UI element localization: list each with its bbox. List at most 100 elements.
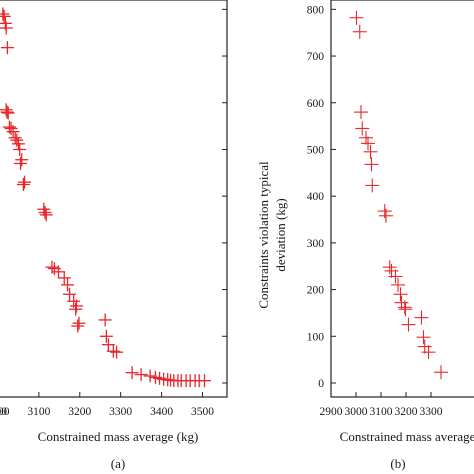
y-tick-label: 500 [307, 144, 325, 156]
data-point-plus [434, 365, 448, 380]
data-point-plus [16, 177, 30, 191]
data-point-plus [143, 369, 157, 383]
data-point-plus [38, 206, 52, 220]
data-point-plus [13, 156, 27, 170]
data-point-plus [101, 338, 115, 352]
data-point-plus [6, 125, 20, 139]
panel-b-y-tick-labels: 0 100 200 300 400 500 600 700 800 [307, 4, 325, 390]
data-point-plus [397, 300, 412, 315]
data-point-plus [134, 368, 148, 382]
panel-b-y-axis-title-line-1: Constraints violation typical [256, 161, 271, 309]
data-point-plus [198, 374, 212, 388]
data-point-plus [98, 313, 112, 327]
data-point-plus [0, 103, 13, 117]
y-tick-label: 100 [307, 331, 325, 343]
panel-a: 3000 3100 3200 3300 3400 3500 00 Constrained m… [0, 0, 228, 471]
data-point-plus [18, 175, 32, 189]
panel-b-plot-frame [330, 0, 474, 398]
data-point-plus [355, 121, 370, 136]
data-point-plus [0, 105, 14, 119]
data-point-plus [69, 302, 83, 316]
panel-b-points [349, 10, 448, 380]
data-point-plus [0, 9, 11, 23]
data-point-plus [359, 130, 373, 145]
data-point-plus [61, 278, 75, 292]
data-point-plus [106, 344, 120, 358]
panel-a-label: (a) [111, 456, 125, 471]
data-point-plus [39, 208, 53, 222]
data-point-plus [393, 287, 408, 302]
data-point-plus [8, 131, 22, 145]
data-point-plus [384, 263, 399, 278]
panel-b-label: (b) [390, 456, 405, 471]
panel-b-x-axis-title: Constrained mass average (kg) [340, 429, 474, 444]
data-point-plus [382, 260, 397, 275]
panel-a-x-axis-title: Constrained mass average (kg) [38, 429, 199, 444]
data-point-plus [349, 10, 364, 25]
x-tick-label-clipped: 00 [0, 406, 7, 418]
data-point-plus [0, 7, 10, 21]
data-point-plus [57, 271, 71, 285]
data-point-plus [63, 287, 77, 301]
data-point-plus [0, 21, 13, 35]
data-point-plus [37, 202, 51, 216]
data-point-plus [4, 121, 18, 135]
data-point-plus [70, 299, 84, 313]
data-point-plus [99, 329, 113, 343]
data-point-plus [354, 105, 368, 120]
data-point-plus [416, 330, 431, 345]
x-tick-label: 3100 [370, 406, 393, 418]
panel-b: 2900 3000 3100 3200 3300 0 100 200 300 400 500 600… [256, 0, 474, 471]
x-tick-label: 3300 [109, 406, 132, 418]
data-point-plus [361, 136, 375, 151]
data-point-plus [401, 317, 416, 332]
y-tick-label: 0 [318, 378, 324, 390]
panel-a-plot-frame [0, 0, 228, 398]
x-tick-label: 3500 [191, 406, 214, 418]
panel-a-ticks [38, 8, 227, 397]
x-tick-label: 3000 [0, 406, 10, 418]
panel-a-x-tick-labels: 3000 3100 3200 3300 3400 3500 00 [0, 406, 214, 418]
x-tick-label: 3400 [150, 406, 173, 418]
y-tick-label: 400 [307, 191, 325, 203]
data-point-plus [71, 319, 85, 333]
data-point-plus [10, 133, 24, 147]
data-point-plus [110, 345, 124, 359]
data-point-plus [391, 277, 405, 292]
x-tick-label: 3300 [420, 406, 443, 418]
data-point-plus [379, 208, 393, 223]
y-tick-label: 300 [307, 238, 325, 250]
y-tick-label: 700 [307, 51, 325, 63]
data-point-plus [0, 41, 14, 55]
panel-b-x-tick-labels: 2900 3000 3100 3200 3300 [320, 406, 443, 418]
panel-b-y-axis-title: Constraints violation typical deviation … [256, 161, 288, 309]
data-point-plus [363, 144, 378, 159]
data-point-plus [417, 339, 432, 354]
data-point-plus [15, 153, 29, 167]
data-point-plus [72, 316, 86, 330]
y-tick-label: 200 [307, 285, 325, 297]
data-point-plus [398, 302, 413, 317]
data-point-plus [11, 137, 25, 151]
data-point-plus [414, 310, 429, 325]
x-tick-label: 3100 [27, 406, 50, 418]
y-tick-label: 600 [307, 98, 325, 110]
panel-b-y-axis-title-line-2: deviation (kg) [273, 198, 288, 271]
data-point-plus [352, 24, 367, 39]
x-tick-label: 3200 [395, 406, 418, 418]
data-point-plus [13, 142, 27, 156]
y-tick-label: 800 [307, 4, 325, 16]
data-point-plus [1, 106, 15, 120]
data-point-plus [52, 265, 66, 279]
x-tick-label: 3000 [345, 406, 368, 418]
x-tick-label: 2900 [320, 406, 343, 418]
panel-b-ticks [330, 8, 432, 397]
panel-a-points [0, 7, 212, 388]
x-tick-label: 3200 [68, 406, 91, 418]
data-point-plus [421, 345, 436, 360]
data-point-plus [364, 157, 379, 172]
data-point-plus [365, 178, 380, 193]
data-point-plus [45, 260, 59, 274]
data-point-plus [388, 269, 403, 284]
